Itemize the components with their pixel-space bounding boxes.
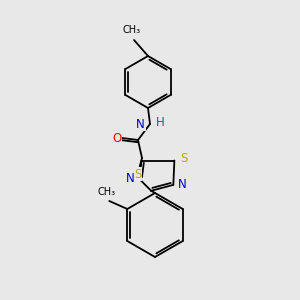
Text: S: S <box>180 152 188 165</box>
Text: N: N <box>136 118 145 130</box>
Text: CH₃: CH₃ <box>123 25 141 35</box>
Text: O: O <box>112 131 122 145</box>
Text: S: S <box>134 167 142 181</box>
Text: N: N <box>125 172 134 185</box>
Text: CH₃: CH₃ <box>97 187 115 197</box>
Text: N: N <box>178 178 187 191</box>
Text: H: H <box>156 116 165 130</box>
